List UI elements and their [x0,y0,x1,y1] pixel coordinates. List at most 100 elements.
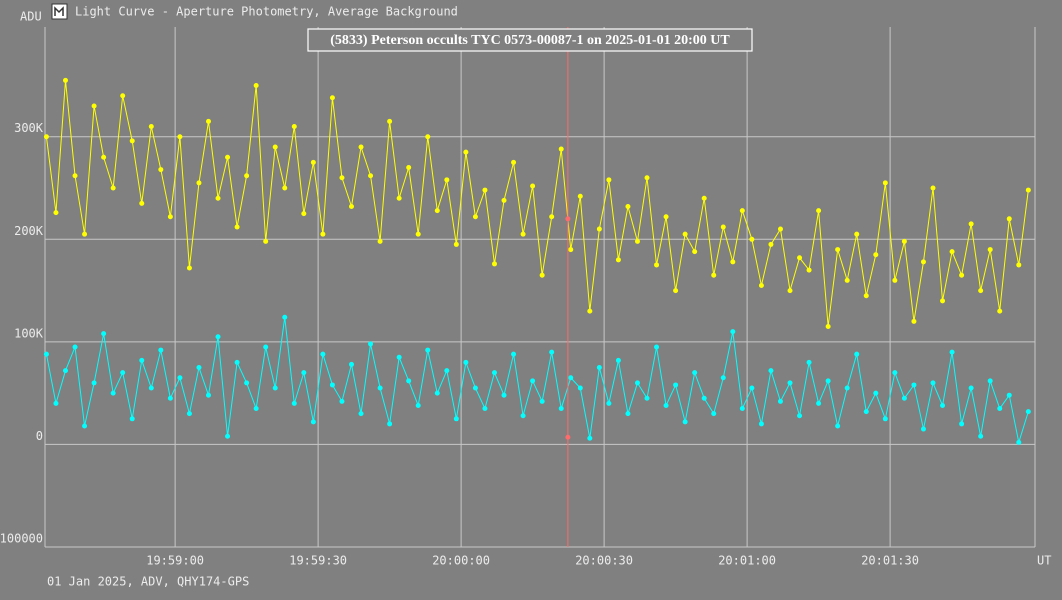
data-point [91,380,97,386]
data-point [225,433,231,439]
data-point [234,359,240,365]
data-point [158,347,164,353]
data-point [892,370,898,376]
data-point [501,392,507,398]
data-point [396,195,402,201]
window-icon [51,3,68,20]
data-point [825,378,831,384]
data-point [406,378,412,384]
data-point [225,154,231,160]
x-tick-label: 19:59:00 [146,554,204,568]
data-point [43,351,49,357]
data-point [62,368,68,374]
data-point [854,231,860,237]
data-point [720,375,726,381]
data-point [701,395,707,401]
data-point [749,385,755,391]
data-point [863,293,869,299]
data-point [720,224,726,230]
data-point [806,359,812,365]
data-point [129,416,135,422]
data-point [968,221,974,227]
data-point [110,185,116,191]
data-point [949,349,955,355]
data-point [205,392,211,398]
data-point [711,411,717,417]
data-point [62,77,68,83]
data-point [816,208,822,214]
data-point [491,261,497,267]
data-point [873,252,879,258]
data-point [758,421,764,427]
data-point [72,344,78,350]
data-point [787,288,793,294]
data-point [186,265,192,271]
data-point [644,175,650,181]
data-point [930,380,936,386]
data-point [873,390,879,396]
data-point [568,375,574,381]
data-point [920,259,926,265]
cursor-point [565,216,571,222]
data-point [377,385,383,391]
data-point [463,359,469,365]
data-point [777,398,783,404]
data-point [520,413,526,419]
window-title: Light Curve - Aperture Photometry, Avera… [75,5,458,19]
data-point [244,380,250,386]
data-point [911,318,917,324]
data-point [558,406,564,412]
data-point [358,144,364,150]
data-point [82,423,88,429]
data-point [797,255,803,261]
data-point [415,402,421,408]
data-point [768,368,774,374]
x-tick-label: 20:01:00 [718,554,776,568]
data-point [511,351,517,357]
data-point [339,398,345,404]
data-point [606,177,612,183]
x-tick-label: 20:00:00 [432,554,490,568]
data-point [177,134,183,140]
data-point [596,365,602,371]
data-point [539,272,545,278]
data-point [663,214,669,220]
data-point [1006,216,1012,222]
data-point [329,382,335,388]
data-point [234,224,240,230]
data-point [148,123,154,129]
data-point [463,149,469,155]
data-point [253,82,259,88]
data-point [615,257,621,263]
data-point [387,118,393,124]
data-point [901,395,907,401]
data-point [444,177,450,183]
data-point [844,277,850,283]
data-point [387,421,393,427]
data-point [358,411,364,417]
data-point [768,241,774,247]
data-point [215,334,221,340]
data-point [739,208,745,214]
data-point [310,419,316,425]
data-point [301,370,307,376]
data-point [806,267,812,273]
title-box: (5833) Peterson occults TYC 0573-00087-1… [307,28,753,52]
data-point [425,134,431,140]
y-tick-label: 300K [14,121,44,135]
data-point [310,159,316,165]
data-point [453,241,459,247]
data-point [339,175,345,181]
data-point [215,195,221,201]
data-point [863,409,869,415]
data-point [320,231,326,237]
data-point [472,214,478,220]
data-point [43,134,49,140]
data-point [968,385,974,391]
data-point [577,385,583,391]
x-axis-label: UT [1037,554,1051,568]
cursor-layer [565,27,571,547]
data-point [415,231,421,237]
data-point [158,167,164,173]
